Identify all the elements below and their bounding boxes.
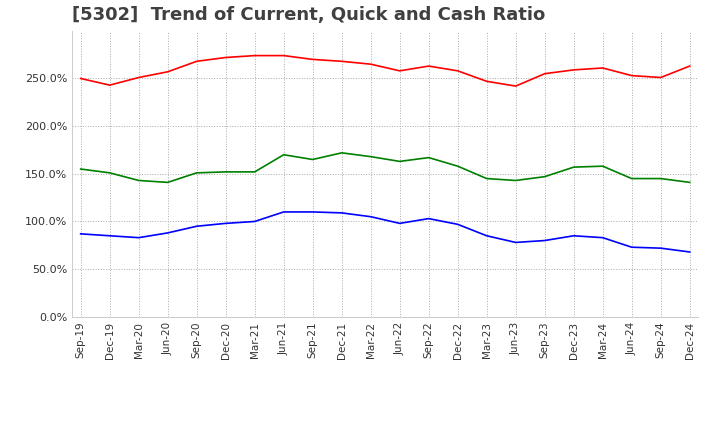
Cash Ratio [598, 235, 607, 240]
Cash Ratio [163, 230, 172, 235]
Cash Ratio [279, 209, 288, 215]
Current Ratio [541, 71, 549, 76]
Current Ratio [511, 84, 520, 89]
Cash Ratio [251, 219, 259, 224]
Current Ratio [482, 79, 491, 84]
Current Ratio [395, 68, 404, 73]
Quick Ratio [541, 174, 549, 179]
Cash Ratio [570, 233, 578, 238]
Cash Ratio [105, 233, 114, 238]
Line: Current Ratio: Current Ratio [81, 55, 690, 86]
Current Ratio [598, 65, 607, 70]
Current Ratio [135, 75, 143, 80]
Quick Ratio [338, 150, 346, 155]
Quick Ratio [221, 169, 230, 175]
Quick Ratio [598, 164, 607, 169]
Current Ratio [627, 73, 636, 78]
Current Ratio [105, 82, 114, 88]
Current Ratio [76, 76, 85, 81]
Current Ratio [685, 63, 694, 69]
Cash Ratio [135, 235, 143, 240]
Current Ratio [454, 68, 462, 73]
Quick Ratio [627, 176, 636, 181]
Cash Ratio [424, 216, 433, 221]
Current Ratio [366, 62, 375, 67]
Quick Ratio [454, 164, 462, 169]
Cash Ratio [454, 222, 462, 227]
Current Ratio [192, 59, 201, 64]
Text: [5302]  Trend of Current, Quick and Cash Ratio: [5302] Trend of Current, Quick and Cash … [72, 6, 545, 24]
Quick Ratio [366, 154, 375, 159]
Cash Ratio [192, 224, 201, 229]
Current Ratio [338, 59, 346, 64]
Quick Ratio [570, 165, 578, 170]
Cash Ratio [366, 214, 375, 219]
Quick Ratio [685, 180, 694, 185]
Quick Ratio [251, 169, 259, 175]
Quick Ratio [163, 180, 172, 185]
Current Ratio [251, 53, 259, 58]
Quick Ratio [135, 178, 143, 183]
Quick Ratio [424, 155, 433, 160]
Cash Ratio [76, 231, 85, 236]
Current Ratio [657, 75, 665, 80]
Quick Ratio [308, 157, 317, 162]
Quick Ratio [657, 176, 665, 181]
Quick Ratio [395, 159, 404, 164]
Current Ratio [424, 63, 433, 69]
Cash Ratio [221, 221, 230, 226]
Cash Ratio [338, 210, 346, 216]
Quick Ratio [192, 170, 201, 176]
Quick Ratio [76, 166, 85, 172]
Current Ratio [221, 55, 230, 60]
Cash Ratio [685, 249, 694, 255]
Current Ratio [279, 53, 288, 58]
Cash Ratio [308, 209, 317, 215]
Line: Quick Ratio: Quick Ratio [81, 153, 690, 182]
Line: Cash Ratio: Cash Ratio [81, 212, 690, 252]
Quick Ratio [105, 170, 114, 176]
Cash Ratio [627, 245, 636, 250]
Current Ratio [163, 69, 172, 74]
Cash Ratio [482, 233, 491, 238]
Quick Ratio [279, 152, 288, 158]
Current Ratio [570, 67, 578, 73]
Cash Ratio [395, 221, 404, 226]
Cash Ratio [541, 238, 549, 243]
Quick Ratio [511, 178, 520, 183]
Cash Ratio [657, 246, 665, 251]
Current Ratio [308, 57, 317, 62]
Cash Ratio [511, 240, 520, 245]
Quick Ratio [482, 176, 491, 181]
